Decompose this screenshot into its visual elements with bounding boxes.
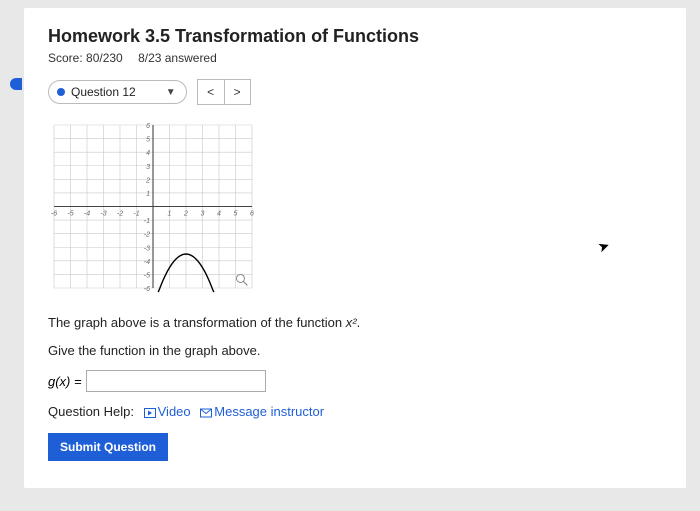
video-icon [144,408,156,418]
svg-text:-2: -2 [144,232,150,239]
svg-text:-1: -1 [133,211,139,218]
score-text: Score: 80/230 [48,51,123,65]
svg-text:2: 2 [145,177,150,184]
score-line: Score: 80/230 8/23 answered [48,51,662,65]
svg-text:4: 4 [146,150,150,157]
svg-text:-5: -5 [67,211,73,218]
svg-text:-6: -6 [51,211,57,218]
svg-text:3: 3 [201,211,205,218]
question-card: Homework 3.5 Transformation of Functions… [24,8,686,488]
answer-input[interactable] [86,370,266,392]
question-selector[interactable]: Question 12 ▼ [48,80,187,104]
answered-text: 8/23 answered [138,51,217,65]
assignment-title: Homework 3.5 Transformation of Functions [48,26,662,47]
video-help-link[interactable]: Video [144,404,195,419]
answer-row: g(x) = [48,370,662,392]
prompt-line-1: The graph above is a transformation of t… [48,313,662,333]
svg-text:-3: -3 [100,211,106,218]
svg-text:5: 5 [146,137,150,144]
question-nav: < > [197,79,251,105]
side-indicator-dot [10,78,22,90]
svg-text:3: 3 [146,164,150,171]
svg-text:-4: -4 [84,211,90,218]
help-label: Question Help: [48,404,134,419]
envelope-icon [200,408,212,418]
prompt-1-pre: The graph above is a transformation of t… [48,315,346,330]
svg-text:-2: -2 [117,211,123,218]
svg-text:5: 5 [234,211,238,218]
svg-text:-1: -1 [144,218,150,225]
prompt-line-2: Give the function in the graph above. [48,341,662,361]
question-label: Question 12 [71,85,136,99]
question-toolbar: Question 12 ▼ < > [48,79,662,105]
answer-lhs: g(x) = [48,374,82,389]
svg-text:6: 6 [146,123,150,130]
next-question-button[interactable]: > [224,80,250,104]
function-graph: -6 -5 -4 -3 -2 -1 1 2 3 4 5 6 -6 -5 -4 -3 -2 -1 1 2 3 4 5 6 [48,119,258,294]
svg-text:4: 4 [217,211,221,218]
svg-text:6: 6 [250,211,254,218]
help-row: Question Help: Video Message instructor [48,404,662,419]
message-instructor-link[interactable]: Message instructor [200,404,324,419]
prompt-1-post: . [357,315,361,330]
status-dot-icon [57,88,65,96]
svg-text:-4: -4 [144,259,150,266]
video-help-text: Video [158,404,191,419]
prev-question-button[interactable]: < [198,80,224,104]
svg-text:1: 1 [146,191,150,198]
message-help-text: Message instructor [214,404,324,419]
chevron-down-icon: ▼ [166,87,176,98]
prompt-1-math: x² [346,315,357,330]
svg-text:2: 2 [183,211,188,218]
submit-question-button[interactable]: Submit Question [48,433,168,461]
svg-text:1: 1 [168,211,172,218]
svg-text:-6: -6 [144,286,150,293]
svg-text:-5: -5 [144,272,150,279]
graph-area: -6 -5 -4 -3 -2 -1 1 2 3 4 5 6 -6 -5 -4 -3 -2 -1 1 2 3 4 5 6 [48,119,662,299]
svg-text:-3: -3 [144,245,150,252]
